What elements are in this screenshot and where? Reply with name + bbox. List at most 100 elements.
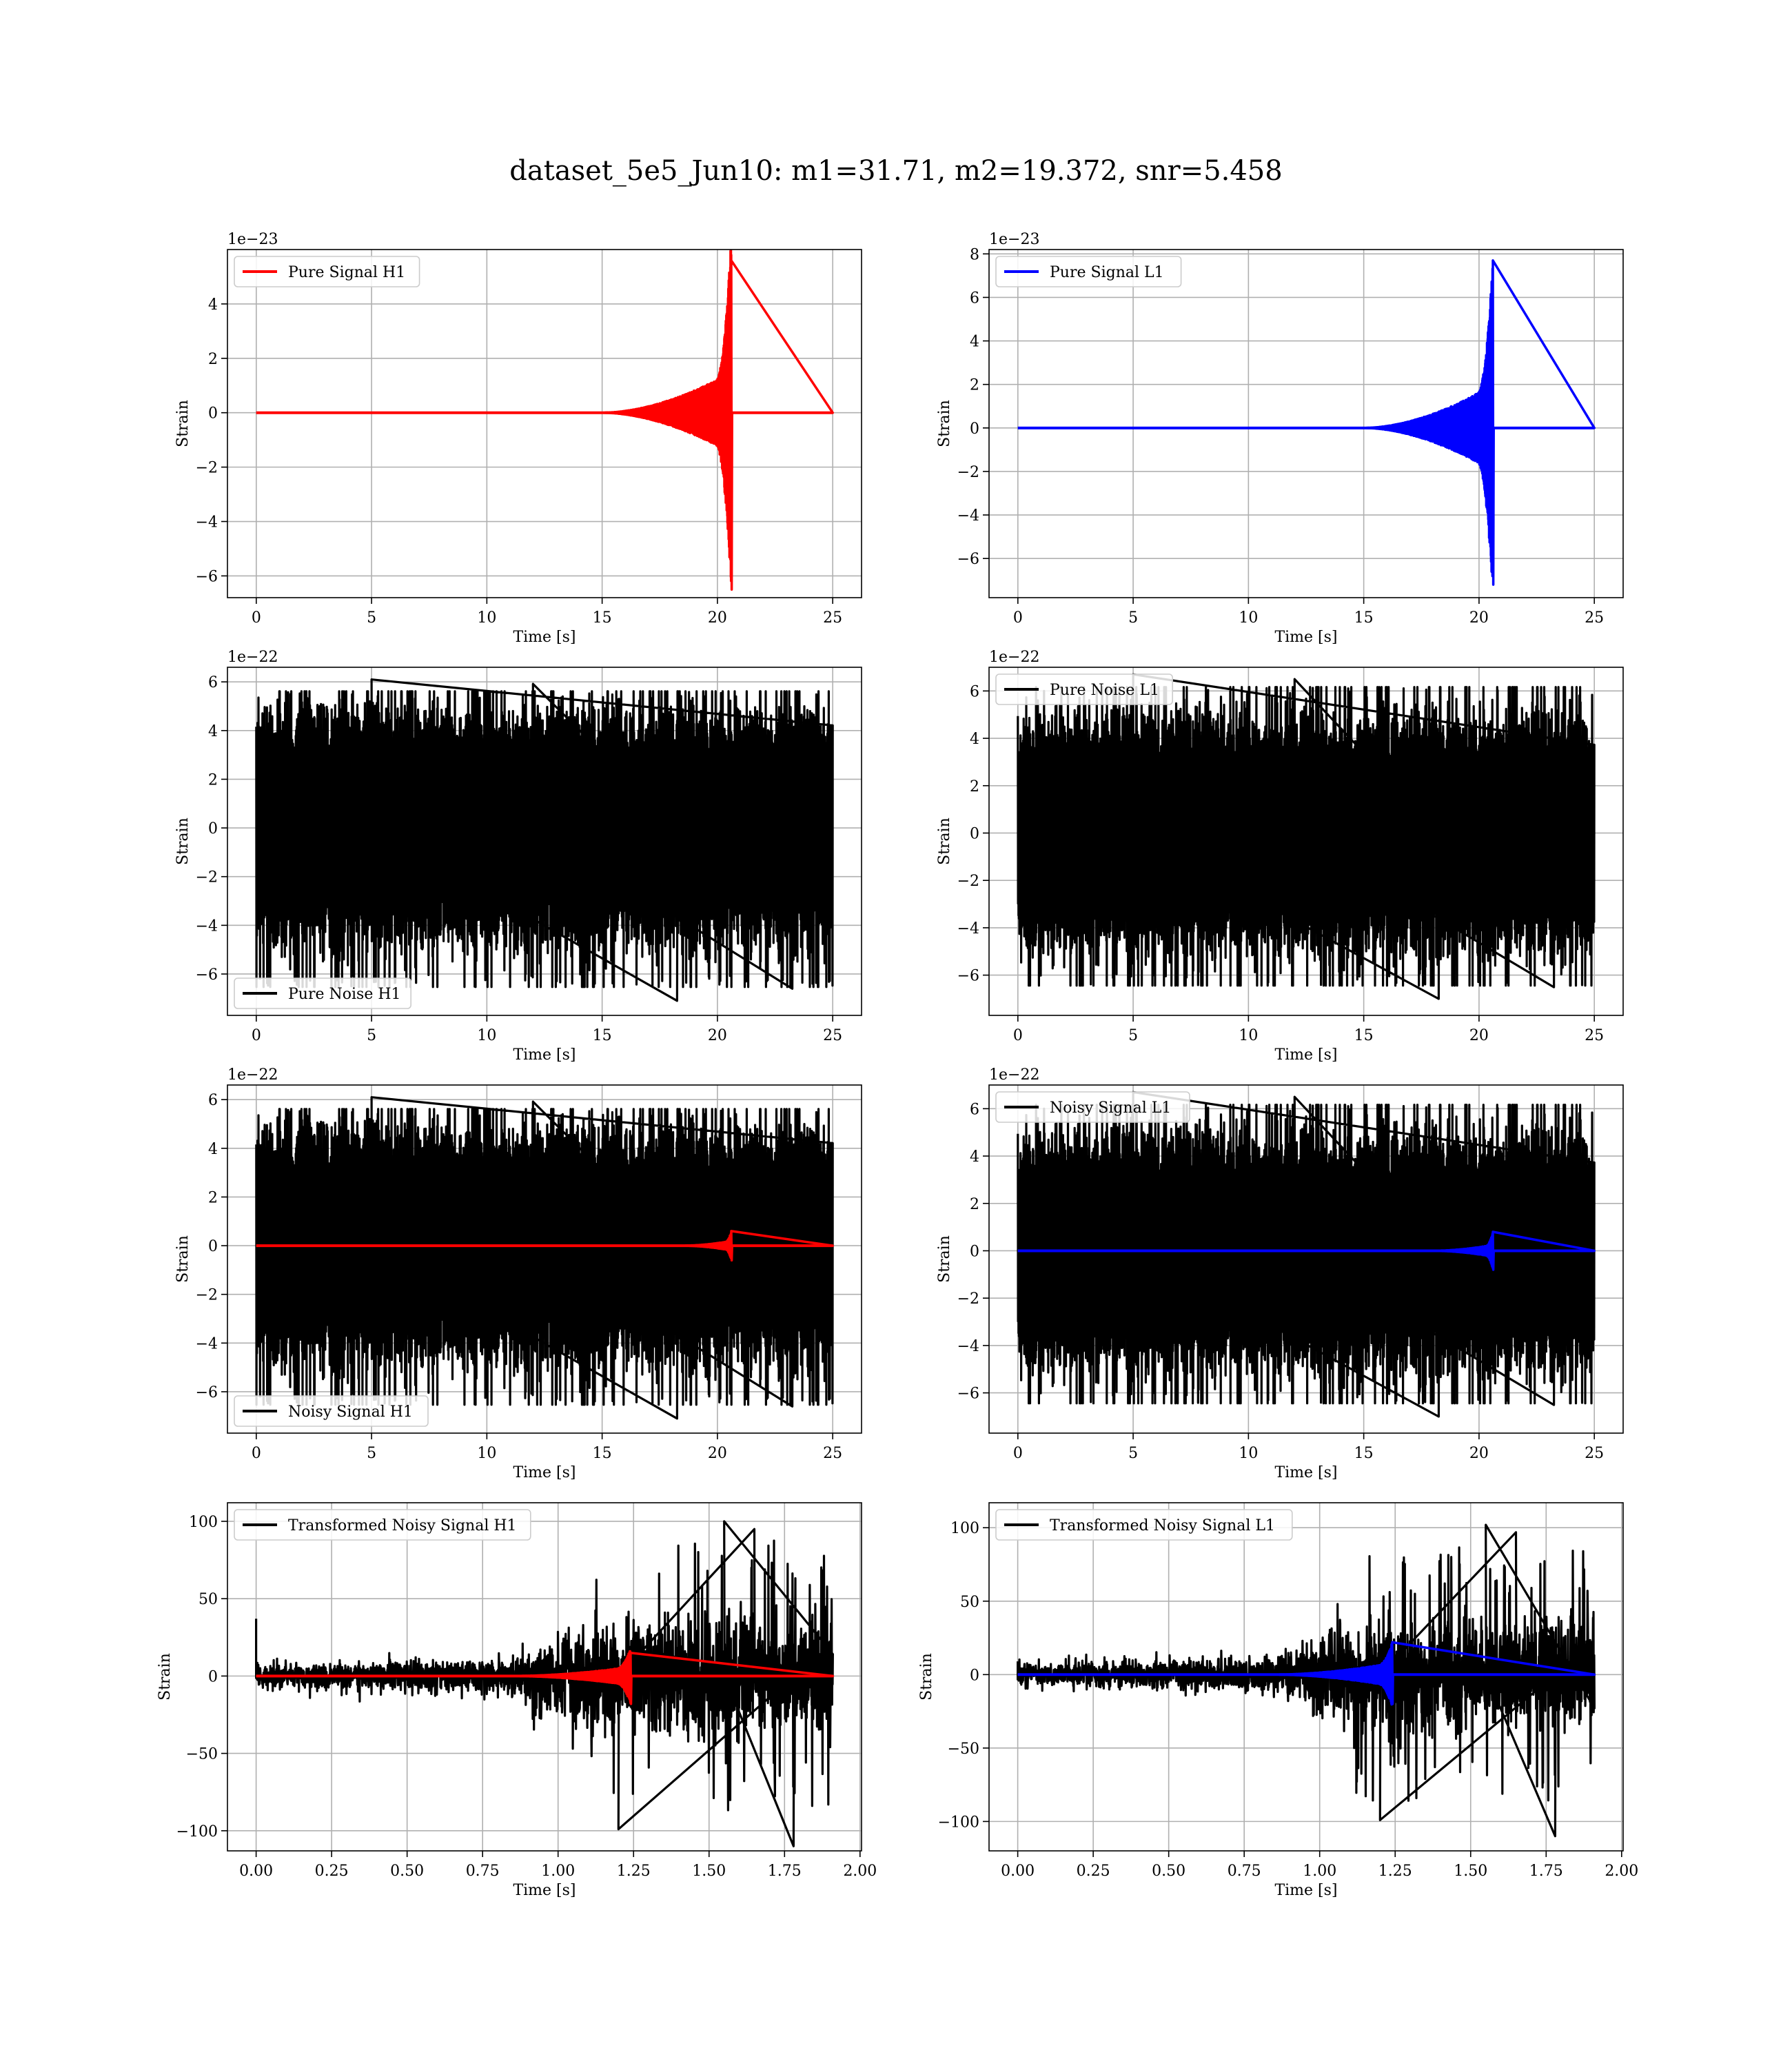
x-tick-label: 0.00 [239, 1863, 273, 1880]
axis-offset-text: 1e−23 [227, 231, 278, 248]
x-tick-label: 0.50 [390, 1863, 424, 1880]
x-axis-label: Time [s] [1274, 1464, 1337, 1481]
x-tick-label: 0 [1013, 609, 1023, 627]
panel-row3-right: 0 5 10 15 20 25 −6 −4 −2 0 2 4 6 Time [s] Strain 1e−22 N… [936, 1066, 1624, 1481]
x-tick-label: 15 [1354, 1445, 1374, 1462]
x-tick-label: 0.50 [1152, 1863, 1185, 1880]
y-tick-label: 6 [208, 1092, 218, 1109]
x-tick-label: 1.00 [1303, 1863, 1336, 1880]
y-tick-label: 50 [960, 1594, 979, 1611]
y-tick-label: 4 [208, 723, 218, 740]
x-tick-label: 20 [1469, 1445, 1489, 1462]
legend-box [995, 256, 1182, 287]
plot-area [255, 1520, 835, 1847]
legend: Noisy Signal H1 [234, 1395, 429, 1427]
x-axis-label: Time [s] [1274, 1882, 1337, 1899]
x-tick-label: 10 [1239, 609, 1258, 627]
plot-area [255, 250, 834, 591]
x-tick-label: 25 [823, 609, 842, 627]
y-tick-label: −6 [957, 551, 979, 568]
axes-frame [227, 1502, 862, 1852]
x-tick-label: 1.75 [768, 1863, 802, 1880]
legend-box [995, 673, 1174, 705]
x-tick-label: 15 [593, 1027, 612, 1044]
y-tick-label: −4 [957, 1338, 979, 1355]
y-tick-label: −6 [196, 568, 218, 585]
panel-row3-left: 0 5 10 15 20 25 −6 −4 −2 0 2 4 6 Time [s] Strain 1e−22 N… [174, 1066, 862, 1481]
legend-label: Noisy Signal L1 [1050, 1099, 1171, 1117]
legend-box [234, 977, 412, 1009]
y-tick-label: −6 [957, 1386, 979, 1403]
x-tick-label: 15 [1354, 1027, 1374, 1044]
legend-label: Pure Noise H1 [288, 986, 401, 1003]
x-tick-label: 0 [252, 1445, 261, 1462]
y-tick-label: −50 [948, 1741, 979, 1758]
plot-area [255, 678, 834, 1002]
axis-offset-text: 1e−22 [227, 1066, 278, 1084]
plot-area [1017, 1523, 1596, 1838]
series-line [1017, 1523, 1596, 1838]
panel-top-left: 0 5 10 15 20 25 −6 −4 −2 0 2 4 Time [s] Strain 1e−23 Pu… [174, 231, 862, 646]
axis-offset-text: 1e−23 [989, 231, 1039, 248]
legend: Pure Noise H1 [234, 977, 412, 1009]
y-tick-label: 6 [970, 1101, 979, 1118]
y-tick-label: 8 [970, 246, 979, 263]
legend-box [995, 1509, 1293, 1541]
x-tick-label: 1.75 [1529, 1863, 1563, 1880]
y-tick-label: −6 [196, 966, 218, 984]
y-tick-label: −4 [196, 918, 218, 935]
x-tick-label: 20 [708, 1027, 727, 1044]
y-axis-label: Strain [174, 1235, 192, 1283]
y-tick-label: −4 [196, 514, 218, 531]
y-axis-label: Strain [174, 818, 192, 865]
plot-area [1017, 1091, 1596, 1418]
legend: Pure Signal H1 [234, 256, 420, 287]
y-tick-label: 0 [208, 1668, 218, 1685]
panel-bottom-right: 0.00 0.25 0.50 0.75 1.00 1.25 1.50 1.75 2.00 −100… [918, 1502, 1638, 1899]
x-tick-label: 0 [252, 609, 261, 627]
legend-box [234, 1395, 429, 1427]
axes-frame [988, 249, 1624, 598]
panel-bottom-left: 0.00 0.25 0.50 0.75 1.00 1.25 1.50 1.75 2.00 −100… [156, 1502, 877, 1899]
y-tick-label: −4 [196, 1335, 218, 1352]
x-tick-label: 20 [1469, 1027, 1489, 1044]
y-axis-label: Strain [936, 1235, 953, 1283]
panel-row2-right: 0 5 10 15 20 25 −6 −4 −2 0 2 4 6 Time [s] Strain 1e−22 P… [936, 649, 1624, 1064]
series-line [1017, 1091, 1596, 1418]
y-tick-label: −6 [196, 1384, 218, 1401]
y-tick-label: −2 [196, 460, 218, 477]
y-tick-label: 6 [208, 674, 218, 691]
y-tick-label: 6 [970, 683, 979, 700]
y-tick-label: 2 [208, 1189, 218, 1206]
legend-box [234, 1509, 531, 1541]
x-axis-label: Time [s] [513, 1464, 576, 1481]
x-tick-label: 1.25 [617, 1863, 651, 1880]
x-axis-label: Time [s] [513, 1046, 576, 1064]
y-axis-label: Strain [156, 1653, 174, 1701]
x-axis-label: Time [s] [513, 1882, 576, 1899]
x-tick-label: 25 [823, 1445, 842, 1462]
legend-label: Pure Noise L1 [1050, 682, 1159, 699]
y-tick-label: −2 [957, 464, 979, 481]
x-tick-label: 0 [252, 1027, 261, 1044]
x-tick-label: 25 [1585, 609, 1604, 627]
x-tick-label: 15 [593, 609, 612, 627]
axes-frame [988, 1502, 1624, 1852]
x-tick-label: 0.00 [1001, 1863, 1035, 1880]
x-tick-label: 5 [367, 609, 376, 627]
x-tick-label: 1.50 [692, 1863, 726, 1880]
y-tick-label: −4 [957, 507, 979, 525]
y-tick-label: 0 [208, 820, 218, 838]
x-tick-label: 5 [367, 1445, 376, 1462]
axes-frame [988, 1084, 1624, 1434]
y-tick-label: −100 [176, 1823, 218, 1841]
y-tick-label: 0 [208, 405, 218, 423]
x-tick-label: 10 [1239, 1445, 1258, 1462]
series-line [255, 250, 834, 591]
y-tick-label: 50 [198, 1591, 218, 1608]
axes-frame [227, 249, 862, 598]
y-tick-label: −100 [938, 1814, 979, 1831]
y-tick-label: 4 [970, 1148, 979, 1166]
y-tick-label: 4 [970, 334, 979, 351]
